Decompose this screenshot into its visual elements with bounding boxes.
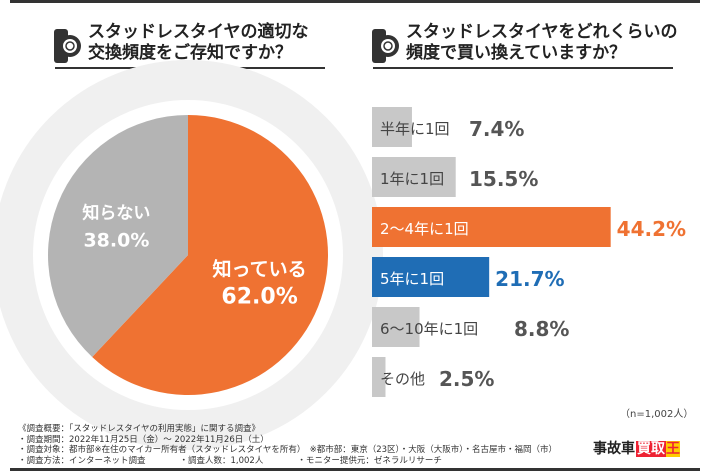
bar-title: スタッドレスタイヤをどれくらいの 頻度で買い換えていますか？ — [406, 22, 678, 63]
bar-value-label: 8.8% — [514, 317, 569, 341]
bar-value-label: 2.5% — [439, 367, 494, 391]
pie-slice — [92, 115, 329, 395]
pie-label: 知らない — [81, 203, 150, 224]
bar-category-label: 2〜4年に1回 — [380, 220, 469, 238]
tire-icon — [54, 29, 81, 63]
footnote-line: 《調査概要：「スタッドレスタイヤの利用実態」に関する調査》 — [18, 424, 260, 434]
logo: 事故車 買取王 — [593, 441, 680, 457]
pie-label: 知っている — [213, 257, 307, 280]
bar-category-label: 半年に1回 — [380, 120, 450, 138]
bar — [372, 357, 386, 397]
top-rule — [10, 0, 700, 3]
bar — [372, 157, 456, 197]
bar-category-label: 6〜10年に1回 — [380, 320, 478, 338]
bar-value-label: 44.2% — [617, 217, 686, 241]
tire-icon — [372, 29, 399, 63]
pie-slice — [48, 114, 188, 358]
footnote: 《調査概要：「スタッドレスタイヤの利用実態」に関する調査》 ・調査期間：2022… — [18, 424, 557, 466]
bar-value-label: 7.4% — [469, 117, 524, 141]
sample-size: （n=1,002人） — [620, 409, 694, 420]
bar — [372, 257, 490, 297]
title-underline — [373, 67, 673, 69]
footnote-line: ・調査方法：インターネット調査 ・調査人数：1,002人 ・モニター提供元：ゼネ… — [18, 455, 442, 466]
footnote-line: ・調査期間：2022年11月25日（金）〜 2022年11月26日（土） — [18, 434, 269, 445]
bar-value-label: 21.7% — [495, 267, 564, 291]
bar-category-label: その他 — [380, 370, 425, 388]
bar — [372, 107, 412, 147]
bottom-rule — [10, 468, 700, 471]
bar — [372, 207, 611, 247]
bar-value-label: 15.5% — [469, 167, 538, 191]
bar — [372, 307, 420, 347]
bar-category-label: 5年に1回 — [380, 270, 444, 288]
tire-background — [0, 60, 383, 450]
bar-category-label: 1年に1回 — [380, 170, 444, 188]
pie-value: 38.0% — [83, 230, 149, 252]
pie-value: 62.0% — [221, 284, 297, 309]
footnote-line: ・調査対象：都市部※在住のマイカー所有者（スタッドレスタイヤを所有） ※都市部：… — [18, 445, 558, 455]
pie-title: スタッドレスタイヤの適切な 交換頻度をご存知ですか？ — [88, 22, 309, 63]
